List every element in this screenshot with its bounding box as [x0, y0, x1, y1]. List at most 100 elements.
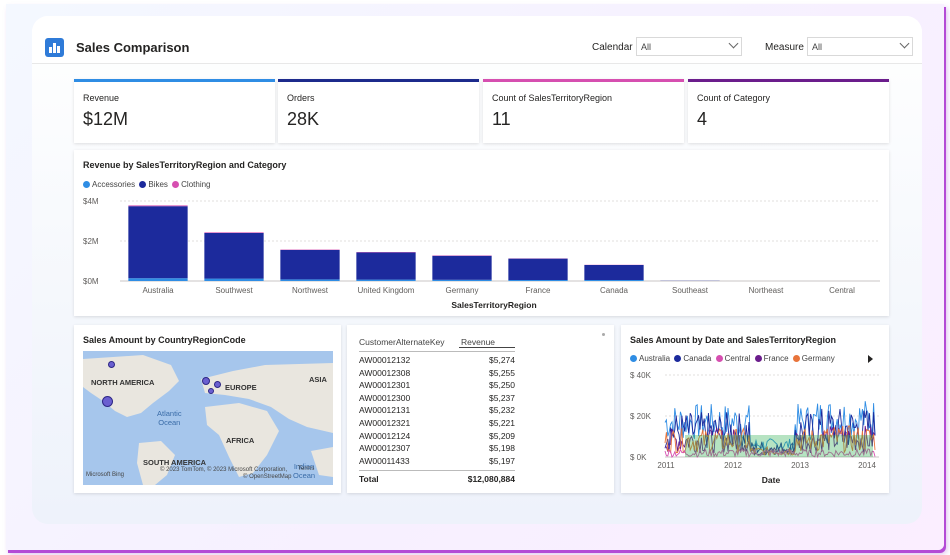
kpi-value: $12M — [83, 109, 129, 129]
kpi-value: 11 — [492, 109, 511, 129]
chart-title: Sales Amount by CountryRegionCode — [83, 335, 246, 345]
legend-item-germany[interactable]: Germany — [792, 354, 835, 363]
x-axis-title: SalesTerritoryRegion — [451, 300, 536, 310]
customer-table-card[interactable]: CustomerAlternateKey Revenue AW00012132 $… — [347, 325, 614, 493]
sales-line-chart-card[interactable]: Sales Amount by Date and SalesTerritoryR… — [621, 325, 889, 493]
calendar-filter-dropdown[interactable]: All — [636, 37, 742, 56]
revenue-bar-chart-card[interactable]: Revenue by SalesTerritoryRegion and Cate… — [74, 150, 889, 316]
x-tick-label: 2014 — [858, 461, 876, 470]
kpi-accent-bar — [74, 79, 275, 82]
map-label-europe: EUROPE — [225, 383, 257, 392]
y-tick-label: $ 0K — [630, 453, 647, 462]
map-bubble[interactable] — [202, 377, 210, 385]
bar-bikes-northwest[interactable] — [280, 250, 340, 280]
bar-accessories-canada[interactable] — [584, 280, 644, 281]
map-land — [83, 355, 333, 485]
map-bubble[interactable] — [102, 396, 113, 407]
measure-filter-dropdown[interactable]: All — [807, 37, 913, 56]
customer-table: CustomerAlternateKey Revenue AW00012132 $… — [359, 337, 515, 484]
kpi-label: Orders — [287, 93, 315, 103]
bar-accessories-united-kingdom[interactable] — [356, 279, 416, 281]
bar-accessories-france[interactable] — [508, 280, 568, 281]
table-total-row: Total $12,080,884 — [359, 470, 515, 484]
more-options-icon[interactable] — [602, 333, 605, 336]
map-bubble[interactable] — [108, 361, 115, 368]
calendar-filter-label: Calendar — [592, 42, 633, 53]
bar-bikes-australia[interactable] — [128, 206, 188, 279]
legend-dot-icon — [172, 181, 180, 188]
x-tick-label: United Kingdom — [358, 286, 415, 295]
x-tick-label: Australia — [142, 286, 174, 295]
y-tick-label: $2M — [83, 237, 99, 246]
x-tick-label: Canada — [600, 286, 629, 295]
sales-line-chart: $ 40K $ 20K $ 0K 2011 2012 2013 2014 Dat… — [630, 371, 879, 485]
map-terms-link[interactable]: Terms — [298, 466, 315, 472]
series-line-germany[interactable] — [664, 425, 876, 457]
bar-accessories-australia[interactable] — [128, 278, 188, 281]
world-map[interactable]: NORTH AMERICA EUROPE ASIA AFRICA SOUTH A… — [83, 351, 333, 485]
cell-revenue: $5,197 — [489, 455, 515, 466]
legend-next-icon[interactable] — [868, 355, 873, 363]
column-header-customer[interactable]: CustomerAlternateKey — [359, 337, 445, 347]
cell-customer-key: AW00012308 — [359, 367, 411, 378]
kpi-label: Count of Category — [697, 93, 771, 103]
kpi-card-region-count[interactable]: Count of SalesTerritoryRegion 11 — [483, 79, 684, 143]
cell-customer-key: AW00012321 — [359, 417, 411, 428]
map-bubble[interactable] — [208, 388, 214, 394]
bar-accessories-southwest[interactable] — [204, 278, 264, 281]
kpi-label: Count of SalesTerritoryRegion — [492, 93, 613, 103]
report-icon — [45, 38, 64, 57]
table-header: CustomerAlternateKey Revenue — [359, 337, 515, 352]
bar-bikes-united-kingdom[interactable] — [356, 252, 416, 280]
table-row[interactable]: AW00012308 $5,255 — [359, 367, 515, 380]
legend-item-france[interactable]: France — [754, 354, 789, 363]
bar-clothing-southwest[interactable] — [204, 232, 264, 233]
table-row[interactable]: AW00012301 $5,250 — [359, 379, 515, 392]
legend-dot-icon — [715, 355, 723, 362]
bar-bikes-germany[interactable] — [432, 255, 492, 280]
header-bar: Sales Comparison Calendar All Measure Al… — [32, 16, 922, 64]
cell-revenue: $5,274 — [489, 355, 515, 365]
table-body: AW00012132 $5,274 AW00012308 $5,255 AW000123… — [359, 354, 515, 467]
bar-accessories-northwest[interactable] — [280, 279, 340, 281]
table-row[interactable]: AW00012307 $5,198 — [359, 442, 515, 455]
legend-item-accessories[interactable]: Accessories — [83, 180, 135, 189]
kpi-label: Revenue — [83, 93, 120, 103]
chevron-down-icon — [728, 38, 739, 49]
measure-filter-label: Measure — [765, 42, 804, 53]
map-label-indian-ocean: Indian Ocean — [293, 462, 316, 480]
table-row[interactable]: AW00012300 $5,237 — [359, 392, 515, 405]
map-label-atlantic-ocean: Atlantic Ocean — [157, 409, 182, 427]
series-line-central[interactable] — [664, 447, 876, 459]
table-row[interactable]: AW00011433 $5,197 — [359, 455, 515, 468]
legend-item-central[interactable]: Central — [715, 354, 750, 363]
table-row[interactable]: AW00012321 $5,221 — [359, 417, 515, 430]
legend-dot-icon — [630, 355, 637, 362]
calendar-filter-value: All — [641, 42, 652, 52]
x-tick-label: Germany — [446, 286, 479, 295]
legend-dot-icon — [83, 181, 90, 188]
column-header-revenue[interactable]: Revenue — [459, 337, 515, 348]
bar-bikes-france[interactable] — [508, 258, 568, 280]
table-row[interactable]: AW00012132 $5,274 — [359, 354, 515, 367]
kpi-card-orders[interactable]: Orders 28K — [278, 79, 479, 143]
bar-clothing-australia[interactable] — [128, 205, 188, 207]
kpi-card-category-count[interactable]: Count of Category 4 — [688, 79, 889, 143]
cell-revenue: $5,250 — [489, 380, 515, 391]
table-row[interactable]: AW00012124 $5,209 — [359, 430, 515, 443]
cell-customer-key: AW00012124 — [359, 430, 411, 441]
legend-item-canada[interactable]: Canada — [674, 354, 711, 363]
report-frame: Sales Comparison Calendar All Measure Al… — [6, 4, 944, 550]
bar-bikes-southwest[interactable] — [204, 233, 264, 279]
chart-title: Sales Amount by Date and SalesTerritoryR… — [630, 335, 837, 345]
series-line-france[interactable] — [664, 425, 876, 457]
table-row[interactable]: AW00012131 $5,232 — [359, 404, 515, 417]
legend-item-australia[interactable]: Australia — [630, 354, 670, 363]
map-bubble[interactable] — [214, 381, 221, 388]
bar-bikes-canada[interactable] — [584, 265, 644, 280]
bar-accessories-germany[interactable] — [432, 279, 492, 281]
legend-item-bikes[interactable]: Bikes — [139, 180, 168, 189]
map-card[interactable]: Sales Amount by CountryRegionCode NORTH … — [74, 325, 341, 493]
kpi-card-revenue[interactable]: Revenue $12M — [74, 79, 275, 143]
legend-item-clothing[interactable]: Clothing — [172, 180, 211, 189]
